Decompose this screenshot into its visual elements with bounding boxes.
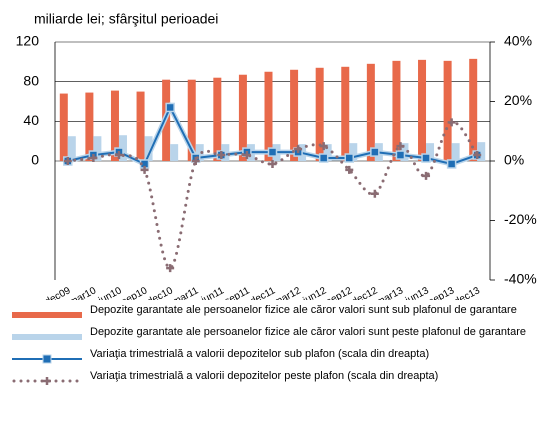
- bar: [341, 66, 350, 161]
- marker: [140, 165, 149, 174]
- legend-item: Depozite garantate ale persoanelor fizic…: [12, 305, 552, 327]
- y-tick-label: 80: [23, 72, 39, 88]
- bar: [187, 79, 196, 161]
- legend-marker: [42, 354, 52, 364]
- legend-swatch: [12, 334, 82, 340]
- bar: [67, 136, 76, 161]
- legend-label: Variaţia trimestrială a valorii depozite…: [90, 370, 439, 382]
- legend-symbol: [12, 377, 82, 385]
- legend-label: Depozite garantate ale persoanelor fizic…: [90, 304, 517, 316]
- marker: [473, 151, 482, 160]
- marker: [114, 151, 123, 160]
- y-tick-label: 120: [16, 33, 40, 49]
- marker: [344, 153, 355, 163]
- y2-tick-label: -20%: [504, 211, 537, 227]
- y2-tick-label: 20%: [504, 92, 532, 108]
- x-tick-label: mar11: [171, 285, 201, 300]
- marker: [447, 118, 456, 127]
- legend-symbol: [12, 354, 82, 364]
- bar: [85, 92, 94, 161]
- bar: [110, 90, 119, 161]
- marker: [294, 145, 303, 154]
- marker: [422, 171, 431, 180]
- bar: [170, 144, 179, 161]
- bar: [93, 136, 102, 161]
- bar: [418, 59, 427, 161]
- marker: [318, 153, 329, 163]
- legend-marker: [43, 377, 51, 385]
- legend-item: Depozite garantate ale persoanelor fizic…: [12, 327, 552, 349]
- marker: [268, 159, 277, 168]
- bar: [469, 58, 478, 161]
- marker: [319, 142, 328, 151]
- bar: [443, 60, 452, 161]
- marker: [395, 150, 406, 160]
- marker: [89, 154, 98, 163]
- chart: miliarde lei; sfârşitul perioadei 0 40 80 1…: [16, 11, 537, 300]
- y-tick-label: 0: [31, 152, 39, 168]
- marker: [242, 151, 251, 160]
- marker: [165, 102, 175, 113]
- legend-swatch: [12, 312, 82, 318]
- legend-label: Variaţia trimestrială a valorii depozite…: [90, 348, 430, 360]
- chart-title: miliarde lei; sfârşitul perioadei: [34, 11, 218, 27]
- bar: [136, 91, 145, 161]
- bar: [349, 143, 358, 161]
- marker: [166, 264, 175, 273]
- x-tick-label: mar10: [68, 285, 99, 300]
- x-tick-label: mar12: [273, 285, 304, 300]
- bar: [451, 143, 460, 161]
- bar: [213, 77, 222, 161]
- marker: [370, 147, 380, 157]
- marker: [63, 157, 72, 165]
- legend-item: Variaţia trimestrială a valorii depozite…: [12, 349, 552, 371]
- y2-tick-label: -40%: [504, 271, 537, 287]
- bar: [426, 143, 435, 161]
- y2-tick-label: 40%: [504, 33, 532, 49]
- legend-symbol: [12, 312, 82, 318]
- bar: [238, 74, 247, 161]
- marker: [191, 157, 200, 165]
- y2-tick-label: 0%: [504, 152, 524, 168]
- marker: [217, 151, 226, 160]
- marker: [396, 142, 405, 151]
- marker: [446, 159, 457, 169]
- bar: [392, 60, 401, 161]
- bar: [59, 93, 68, 161]
- dotted-line: [66, 120, 479, 270]
- bar: [144, 136, 153, 161]
- y-tick-label: 40: [23, 112, 39, 128]
- marker: [370, 189, 379, 198]
- marker: [421, 153, 431, 163]
- bar: [366, 63, 375, 161]
- x-tick-label: mar13: [375, 285, 406, 300]
- legend-item: Variaţia trimestrială a valorii depozite…: [12, 371, 552, 393]
- bar: [323, 144, 332, 161]
- legend: Depozite garantate ale persoanelor fizic…: [12, 305, 552, 393]
- bar: [195, 144, 204, 161]
- x-tick-label: dec13: [453, 285, 483, 300]
- bar: [315, 67, 324, 161]
- bar: [290, 69, 299, 161]
- legend-label: Depozite garantate ale persoanelor fizic…: [90, 326, 526, 338]
- marker: [267, 147, 278, 157]
- marker: [345, 165, 354, 174]
- bar: [264, 71, 273, 161]
- legend-symbol: [12, 334, 82, 340]
